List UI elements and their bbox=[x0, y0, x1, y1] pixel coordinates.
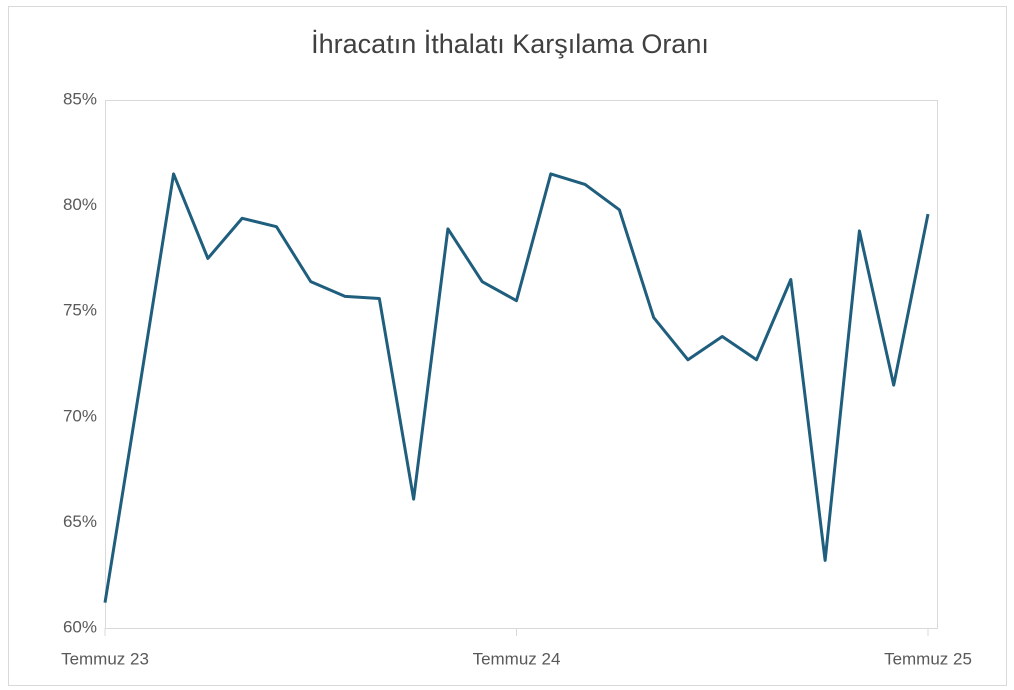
chart-title: İhracatın İthalatı Karşılama Oranı bbox=[311, 28, 709, 59]
x-tick-label: Temmuz 25 bbox=[884, 649, 972, 668]
chart-border bbox=[8, 6, 1007, 686]
y-tick-label: 75% bbox=[63, 301, 97, 320]
y-tick-label: 70% bbox=[63, 406, 97, 425]
x-tick-label: Temmuz 24 bbox=[473, 649, 561, 668]
y-tick-label: 85% bbox=[63, 89, 97, 108]
x-tick-label: Temmuz 23 bbox=[61, 649, 149, 668]
line bbox=[103, 172, 930, 603]
y-tick-label: 80% bbox=[63, 195, 97, 214]
y-tick-label: 65% bbox=[63, 512, 97, 531]
y-tick-label: 60% bbox=[63, 617, 97, 636]
plot-border bbox=[105, 100, 938, 629]
